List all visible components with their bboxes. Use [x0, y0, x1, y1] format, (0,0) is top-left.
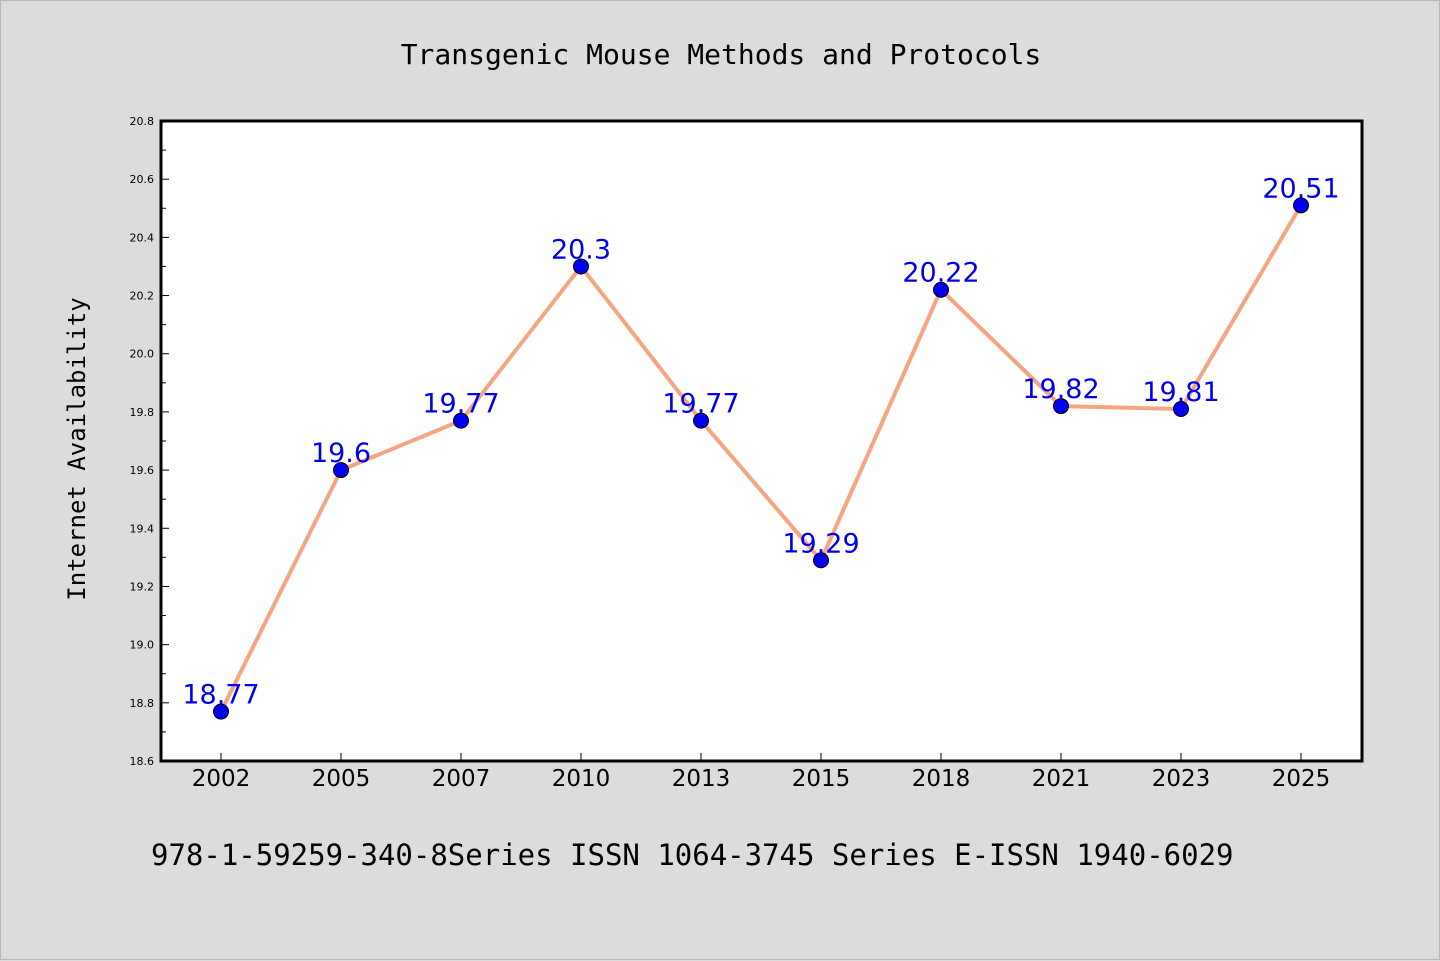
- data-label: 19.6: [311, 438, 371, 469]
- y-axis-label: Internet Availability: [63, 297, 91, 600]
- data-point-marker: [213, 703, 229, 720]
- footer-text: 978-1-59259-340-8Series ISSN 1064-3745 S…: [151, 838, 1234, 872]
- data-label: 20.51: [1262, 173, 1339, 204]
- y-tick-label: 19.0: [130, 639, 155, 652]
- y-tick-label: 19.6: [130, 464, 155, 477]
- x-axis: 2002 2005 2007 2010 2013 2015 2018 2021 2023 2025: [192, 753, 1331, 792]
- x-tick-label: 2018: [912, 766, 971, 792]
- chart-title: Transgenic Mouse Methods and Protocols: [401, 38, 1042, 71]
- plot-area: [159, 119, 1364, 763]
- y-tick-label: 20.6: [130, 173, 155, 186]
- y-tick-label: 20.8: [130, 115, 155, 128]
- y-tick-label: 19.2: [130, 580, 155, 593]
- data-point-marker: [1053, 398, 1069, 415]
- data-label: 20.22: [902, 258, 979, 289]
- x-tick-label: 2005: [312, 766, 371, 792]
- data-point-marker: [693, 412, 709, 429]
- data-point-marker: [1293, 197, 1309, 214]
- data-label: 18.77: [182, 680, 259, 711]
- x-tick-label: 2021: [1032, 766, 1091, 792]
- x-tick-label: 2002: [192, 766, 251, 792]
- y-tick-label: 18.8: [130, 697, 155, 710]
- y-tick-label: 20.0: [130, 348, 155, 361]
- data-point-marker: [813, 552, 829, 569]
- y-tick-label: 19.4: [130, 522, 155, 535]
- data-label: 19.29: [782, 528, 859, 559]
- data-label: 19.77: [662, 389, 739, 420]
- x-tick-label: 2010: [552, 766, 611, 792]
- data-point-marker: [1173, 401, 1189, 417]
- y-axis: 18.6 18.8 19.0 19.2 19.4 19.6 19.8 20.0 20.2 20.4…: [130, 115, 169, 768]
- x-tick-label: 2013: [672, 766, 731, 792]
- data-label: 19.77: [422, 389, 499, 420]
- data-label: 19.82: [1022, 374, 1099, 405]
- y-tick-label: 18.6: [130, 755, 155, 768]
- x-tick-label: 2023: [1152, 766, 1211, 792]
- data-point-marker: [933, 281, 949, 298]
- series-layer: 18.77 19.6 19.77 20.3 19.77 19.29 20.22 19.82 19…: [182, 173, 1340, 720]
- data-label: 20.3: [551, 234, 611, 265]
- x-tick-label: 2025: [1272, 766, 1331, 792]
- y-tick-label: 20.2: [130, 290, 155, 303]
- x-tick-label: 2007: [432, 766, 491, 792]
- data-point-marker: [453, 412, 469, 429]
- series-line: [219, 203, 1303, 714]
- data-label: 19.81: [1142, 377, 1219, 408]
- data-point-marker: [573, 258, 589, 275]
- x-tick-label: 2015: [792, 766, 851, 792]
- y-tick-label: 19.8: [130, 406, 155, 419]
- data-point-marker: [333, 462, 349, 479]
- y-tick-label: 20.4: [130, 231, 155, 244]
